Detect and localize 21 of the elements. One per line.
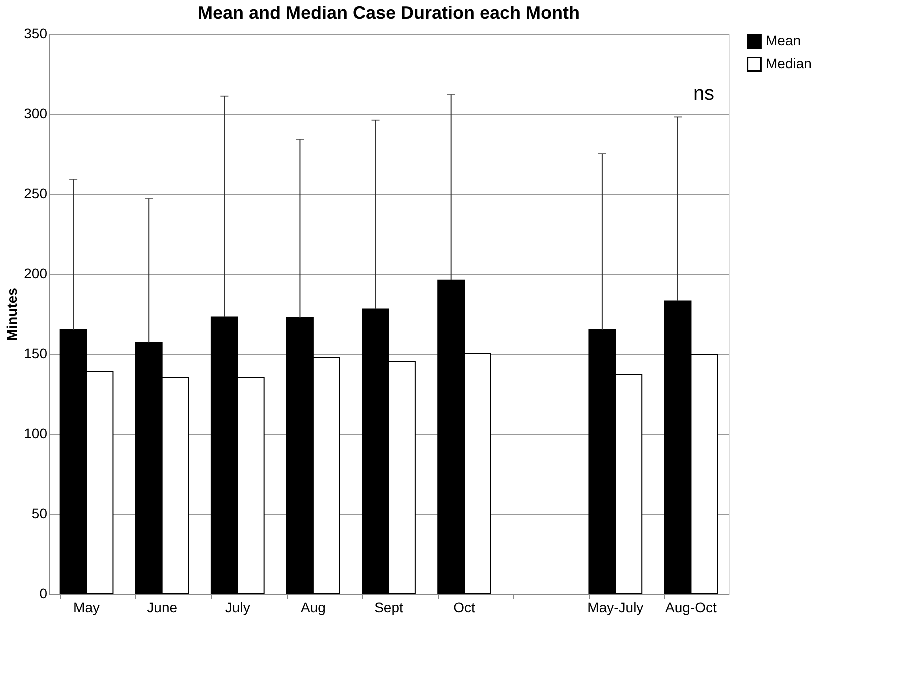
x-tick-label: Oct: [454, 600, 476, 616]
legend-label: Median: [766, 56, 812, 72]
y-tick-label: 350: [24, 26, 48, 42]
x-tick-label: May: [74, 600, 100, 616]
legend-label: Mean: [766, 32, 802, 48]
x-tick-label: July: [225, 600, 250, 616]
y-tick-label: 100: [24, 426, 48, 442]
y-tick-label: 200: [24, 266, 48, 282]
annotation: ns: [693, 83, 715, 105]
x-tick-label: Sept: [374, 600, 404, 616]
y-axis-title: Minutes: [4, 288, 20, 341]
x-tick-label: Aug-Oct: [666, 600, 718, 616]
x-tick-label: May-July: [588, 600, 644, 616]
y-tick-label: 0: [40, 586, 48, 602]
y-tick-label: 250: [24, 186, 48, 202]
y-tick-label: 300: [24, 106, 48, 122]
x-tick-label: Aug: [300, 600, 326, 616]
x-tick-label: June: [147, 600, 178, 616]
y-tick-label: 150: [24, 346, 48, 362]
y-tick-label: 50: [32, 506, 48, 522]
chart-title: Mean and Median Case Duration each Month: [198, 3, 580, 23]
